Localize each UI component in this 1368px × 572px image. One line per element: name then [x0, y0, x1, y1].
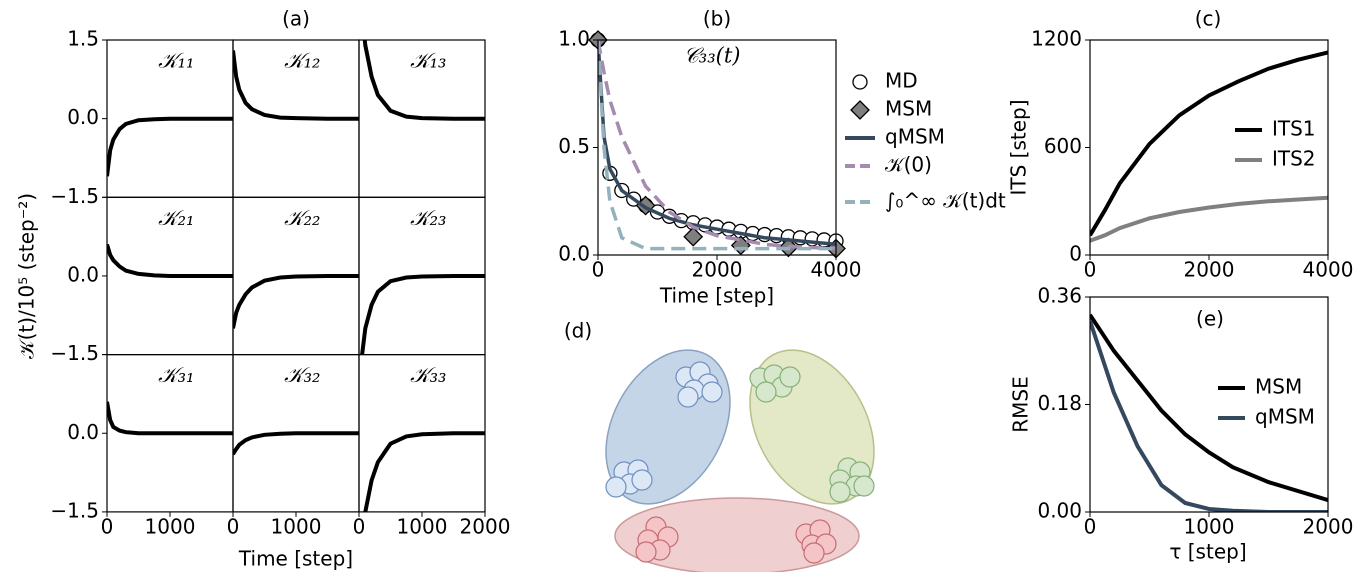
kernel-curve [107, 243, 233, 278]
y-tick-label: 0 [1069, 242, 1082, 266]
y-tick-label: 0.0 [558, 242, 590, 266]
legend-label: qMSM [885, 125, 945, 149]
legend-label: ∫₀^∞ 𝒦(t)dt [885, 189, 1006, 213]
kernel-curve [363, 431, 485, 512]
x-tick-label: 2000 [692, 258, 743, 282]
chart-title: (b) [703, 7, 731, 31]
legend-label: MSM [885, 97, 932, 121]
blue-state [605, 349, 731, 505]
x-axis-label: Time [step] [238, 547, 353, 571]
panel-label: 𝒦₂₂ [284, 206, 320, 230]
y-tick-label: 0.0 [67, 262, 99, 286]
series-line [598, 40, 836, 247]
x-tick-label: 0 [1084, 515, 1097, 539]
y-tick-label: −1.5 [50, 498, 99, 522]
chart-title: (c) [1195, 7, 1222, 31]
legend-label: ITS1 [1272, 117, 1316, 141]
x-tick-label: 0 [1084, 258, 1097, 282]
panel-label: 𝒦₁₃ [410, 49, 446, 73]
kernel-curve [233, 50, 359, 121]
blue-atoms [605, 361, 723, 498]
x-tick-label: 1000 [1184, 515, 1235, 539]
legend-label: 𝒦(0) [885, 153, 932, 177]
kernel-curve [107, 116, 233, 177]
kernel-curve [362, 40, 485, 121]
x-tick-label: 0 [353, 514, 366, 538]
panel-label: 𝒦₂₁ [158, 206, 194, 230]
kernel-curve [233, 431, 359, 456]
legend-marker [852, 74, 868, 90]
legend-marker [850, 100, 870, 120]
x-tick-label: 1000 [271, 514, 322, 538]
y-tick-label: 0.36 [1037, 284, 1082, 308]
cluster-diagram: (d) [564, 319, 875, 572]
x-tick-label: 0 [592, 258, 605, 282]
series-line [598, 40, 836, 251]
panel-label: 𝒦₃₁ [158, 363, 194, 387]
y-tick-label: 0.0 [67, 420, 99, 444]
panel-label: (d) [564, 319, 592, 343]
y-axis-label: RMSE [1009, 376, 1033, 432]
annotation: 𝒞₃₃(t) [684, 44, 741, 68]
y-tick-label: 0.00 [1037, 499, 1082, 523]
x-tick-label: 1000 [397, 514, 448, 538]
panel-label: 𝒦₂₃ [410, 206, 446, 230]
y-tick-label: 0.18 [1037, 391, 1082, 415]
x-tick-label: 0 [227, 514, 240, 538]
y-tick-label: −1.5 [50, 184, 99, 208]
x-tick-label: 0 [101, 514, 114, 538]
red-state [614, 497, 860, 572]
y-tick-label: 1200 [1031, 27, 1082, 51]
x-tick-label: 2000 [1184, 258, 1235, 282]
x-tick-label: 4000 [1303, 258, 1354, 282]
green-state [749, 349, 875, 505]
legend-label: MSM [1255, 375, 1302, 399]
x-tick-label: 1000 [145, 514, 196, 538]
legend-label: ITS2 [1272, 147, 1316, 171]
msm-point [683, 226, 704, 247]
x-tick-label: 2000 [460, 514, 511, 538]
chart-title: (e) [1196, 307, 1224, 331]
y-axis-label: 𝒦(t)/10⁵ (step⁻²) [15, 193, 39, 359]
green-atoms [749, 364, 875, 503]
x-tick-label: 4000 [811, 258, 862, 282]
y-tick-label: 1.5 [67, 27, 99, 51]
chart-title: (a) [282, 7, 310, 31]
legend-label: qMSM [1255, 405, 1315, 429]
y-tick-label: −1.5 [50, 341, 99, 365]
y-axis-label: ITS [step] [1007, 99, 1031, 195]
panel-label: 𝒦₁₁ [158, 49, 194, 73]
series-line [1090, 313, 1328, 503]
series-line [598, 40, 836, 251]
y-tick-label: 0.5 [558, 134, 590, 158]
x-axis-label: τ [step] [1169, 540, 1246, 564]
x-tick-label: 2000 [1303, 515, 1354, 539]
panel-label: 𝒦₁₂ [284, 49, 320, 73]
kernel-curve [360, 274, 485, 355]
legend-label: MD [885, 69, 918, 93]
series-line [1090, 320, 1328, 512]
x-axis-label: Time [step] [659, 284, 774, 308]
y-tick-label: 0.0 [67, 105, 99, 129]
y-tick-label: 1.0 [558, 27, 590, 51]
panel-label: 𝒦₃₃ [410, 363, 446, 387]
series-line [1090, 195, 1328, 243]
panel-label: 𝒦₃₂ [284, 363, 320, 387]
kernel-curve [233, 274, 359, 329]
series-line [1090, 50, 1328, 237]
y-tick-label: 600 [1044, 134, 1082, 158]
red-atoms [635, 516, 837, 564]
kernel-curve [107, 401, 233, 436]
